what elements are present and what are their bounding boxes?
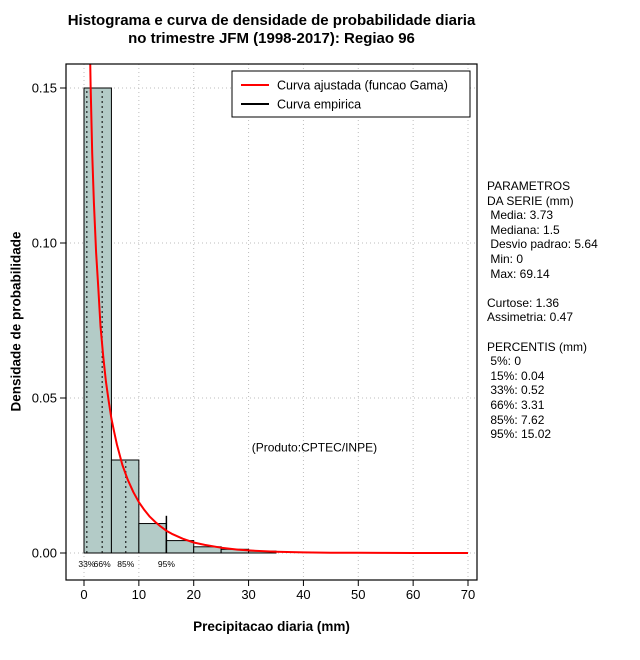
- legend-item-label: Curva empirica: [277, 98, 361, 112]
- stats-line: [487, 281, 598, 296]
- stats-line: Curtose: 1.36: [487, 295, 560, 310]
- stats-line: Assimetria: 0.47: [487, 310, 574, 325]
- stats-line: 33%: 0.52: [487, 383, 545, 398]
- x-tick-label: 0: [80, 587, 87, 602]
- stats-line: 15%: 0.04: [487, 368, 545, 383]
- stats-line: 5%: 0: [487, 354, 522, 369]
- x-tick-label: 30: [241, 587, 255, 602]
- plot-border: [65, 63, 478, 581]
- x-tick-label: 20: [186, 587, 200, 602]
- product-annotation: (Produto:CPTEC/INPE): [252, 441, 377, 455]
- stats-line: Desvio padrao: 5.64: [487, 237, 598, 252]
- chart-title: Histograma e curva de densidade de proba…: [0, 12, 543, 48]
- histogram-bar: [165, 540, 195, 554]
- stats-line: DA SERIE (mm): [487, 193, 574, 208]
- x-axis-label: Precipitacao diaria (mm): [193, 619, 350, 634]
- x-tick-label: 60: [406, 587, 420, 602]
- y-tick-label: 0.15: [32, 81, 57, 96]
- percentile-label: 33%: [78, 559, 95, 569]
- stats-line: PERCENTIS (mm): [487, 339, 587, 354]
- legend-item-label: Curva ajustada (funcao Gama): [277, 79, 448, 93]
- stats-line: Media: 3.73: [487, 208, 554, 223]
- y-tick-label: 0.10: [32, 236, 57, 251]
- stats-line: Mediana: 1.5: [487, 222, 560, 237]
- chart-title-line2: no trimestre JFM (1998-2017): Regiao 96: [128, 30, 415, 47]
- x-tick-label: 50: [351, 587, 365, 602]
- stats-line: PARAMETROS: [487, 179, 571, 193]
- stats-line: 85%: 7.62: [487, 412, 545, 427]
- legend-box: [231, 70, 471, 118]
- gamma-curve: [89, 64, 468, 554]
- stats-line: 66%: 3.31: [487, 397, 545, 412]
- stats-line: 95%: 15.02: [487, 427, 552, 442]
- chart-title-line1: Histograma e curva de densidade de proba…: [67, 12, 476, 29]
- histogram-bar: [83, 87, 112, 554]
- histogram-bar: [110, 459, 140, 554]
- percentile-label: 95%: [158, 559, 175, 569]
- percentile-label: 66%: [94, 559, 111, 569]
- percentile-label: 85%: [117, 559, 134, 569]
- stats-panel: PARAMETROS DA SERIE (mm) Media: 3.73 Medi…: [487, 179, 598, 442]
- stats-line: Max: 69.14: [487, 266, 550, 281]
- stats-line: Min: 0: [487, 251, 524, 266]
- x-tick-label: 10: [132, 587, 146, 602]
- x-tick-label: 40: [296, 587, 310, 602]
- y-tick-label: 0.00: [32, 546, 57, 561]
- stats-line: [487, 325, 598, 340]
- y-tick-label: 0.05: [32, 391, 57, 406]
- x-tick-label: 70: [461, 587, 475, 602]
